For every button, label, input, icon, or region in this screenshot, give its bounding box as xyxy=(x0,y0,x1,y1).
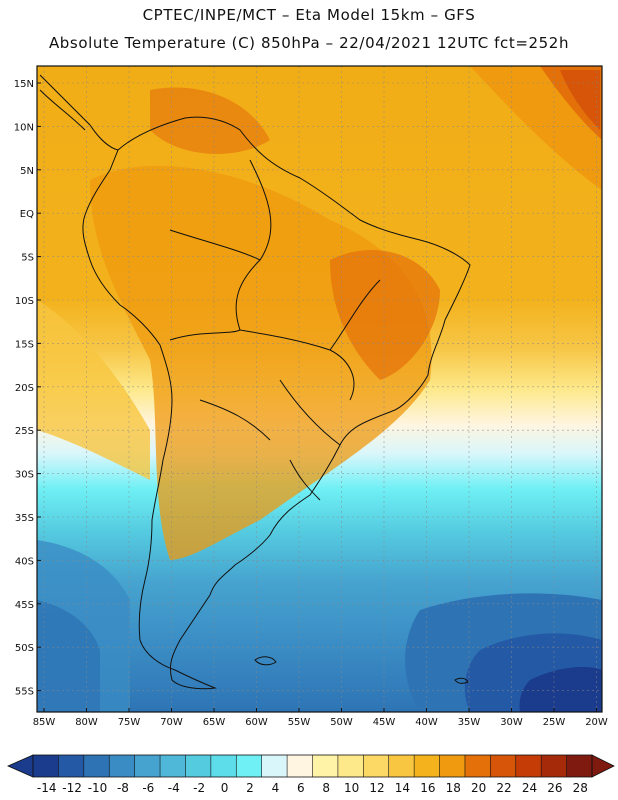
colorbar-swatch xyxy=(58,755,85,777)
lat-label: 50S xyxy=(15,643,34,654)
colorbar-swatch xyxy=(515,755,542,777)
colorbar-label: 10 xyxy=(344,781,359,795)
lat-label: 5N xyxy=(20,166,34,177)
colorbar-swatch xyxy=(160,755,186,777)
colorbar-label: -8 xyxy=(117,781,129,795)
lat-label: EQ xyxy=(20,209,34,220)
lon-label: 75W xyxy=(118,717,141,728)
colorbar-label: 20 xyxy=(471,781,486,795)
lon-label: 60W xyxy=(245,717,268,728)
map-gridlines xyxy=(37,66,602,712)
lon-label: 50W xyxy=(330,717,353,728)
lat-label: 40S xyxy=(15,556,34,567)
lat-label: 10N xyxy=(14,122,34,133)
colorbar-label: 16 xyxy=(420,781,435,795)
lon-label: 25W xyxy=(543,717,566,728)
colorbar-label: 14 xyxy=(395,781,410,795)
lat-label: 30S xyxy=(15,470,34,481)
colorbar-label: 12 xyxy=(369,781,384,795)
map-frame xyxy=(36,65,603,713)
colorbar-label: -2 xyxy=(193,781,205,795)
colorbar-swatch xyxy=(287,755,313,777)
colorbar-label: 2 xyxy=(246,781,254,795)
colorbar-label: 18 xyxy=(446,781,461,795)
colorbar-label: 24 xyxy=(522,781,537,795)
colorbar-label: 8 xyxy=(322,781,330,795)
colorbar-swatch xyxy=(83,755,110,777)
colorbar-label: 4 xyxy=(272,781,280,795)
lat-label: 15N xyxy=(14,79,34,90)
colorbar-label: 26 xyxy=(547,781,562,795)
colorbar-swatch xyxy=(134,755,161,777)
colorbar-label: -14 xyxy=(37,781,57,795)
temperature-field xyxy=(37,66,602,712)
lon-label: 55W xyxy=(288,717,311,728)
lat-label: 45S xyxy=(15,600,34,611)
latitude-labels: 15N 10N 5N EQ 5S 10S 15S 20S 25S 30S 35S 40S 45S 50S 5… xyxy=(14,79,41,698)
lat-label: 5S xyxy=(21,253,34,264)
colorbar-swatch xyxy=(439,755,466,777)
lon-label: 65W xyxy=(203,717,226,728)
lon-label: 35W xyxy=(458,717,481,728)
colorbar-swatch xyxy=(414,755,440,777)
lon-label: 20W xyxy=(585,717,608,728)
colorbar-label: -4 xyxy=(168,781,180,795)
colorbar-arrow-right xyxy=(591,754,615,778)
colorbar-arrow-left xyxy=(7,754,34,778)
lon-label: 80W xyxy=(75,717,98,728)
map-subtitle: Absolute Temperature (C) 850hPa – 22/04/… xyxy=(48,34,570,52)
coastlines xyxy=(39,74,471,690)
colorbar-label: -10 xyxy=(88,781,108,795)
colorbar-swatch xyxy=(363,755,390,777)
colorbar-swatch xyxy=(388,755,415,777)
lat-label: 35S xyxy=(15,513,34,524)
colorbar-swatch xyxy=(109,755,136,777)
colorbar-swatch xyxy=(312,755,339,777)
colorbar-label: 6 xyxy=(297,781,305,795)
lon-label: 85W xyxy=(33,717,56,728)
map-title: CPTEC/INPE/MCT – Eta Model 15km – GFS xyxy=(142,6,476,24)
colorbar-swatch xyxy=(261,755,288,777)
colorbar-swatch xyxy=(210,755,237,777)
colorbar-swatch xyxy=(33,755,59,777)
colorbar-swatch xyxy=(490,755,517,777)
longitude-labels: 85W 80W 75W 70W 65W 60W 55W 50W 45W 40W 35W 30W 25W 2… xyxy=(33,708,608,728)
lat-label: 25S xyxy=(15,426,34,437)
colorbar-swatch xyxy=(236,755,263,777)
lat-label: 10S xyxy=(15,296,34,307)
colorbar-swatch xyxy=(185,755,212,777)
colorbar: -14 -12 -10 -8 -6 -4 -2 0 2 4 6 8 10 12 14 16 18 20 22 24 26… xyxy=(7,754,615,795)
colorbar-label: -6 xyxy=(142,781,154,795)
lat-label: 15S xyxy=(15,339,34,350)
colorbar-swatch xyxy=(337,755,364,777)
colorbar-label: 0 xyxy=(221,781,229,795)
lon-label: 30W xyxy=(500,717,523,728)
lon-label: 45W xyxy=(373,717,396,728)
colorbar-label: 28 xyxy=(573,781,588,795)
colorbar-label: 22 xyxy=(496,781,511,795)
colorbar-swatch xyxy=(566,755,593,777)
lat-label: 55S xyxy=(15,687,34,698)
lat-label: 20S xyxy=(15,383,34,394)
colorbar-swatch xyxy=(464,755,491,777)
colorbar-label: -12 xyxy=(62,781,82,795)
lon-label: 40W xyxy=(415,717,438,728)
colorbar-swatch xyxy=(541,755,567,777)
lon-label: 70W xyxy=(160,717,183,728)
